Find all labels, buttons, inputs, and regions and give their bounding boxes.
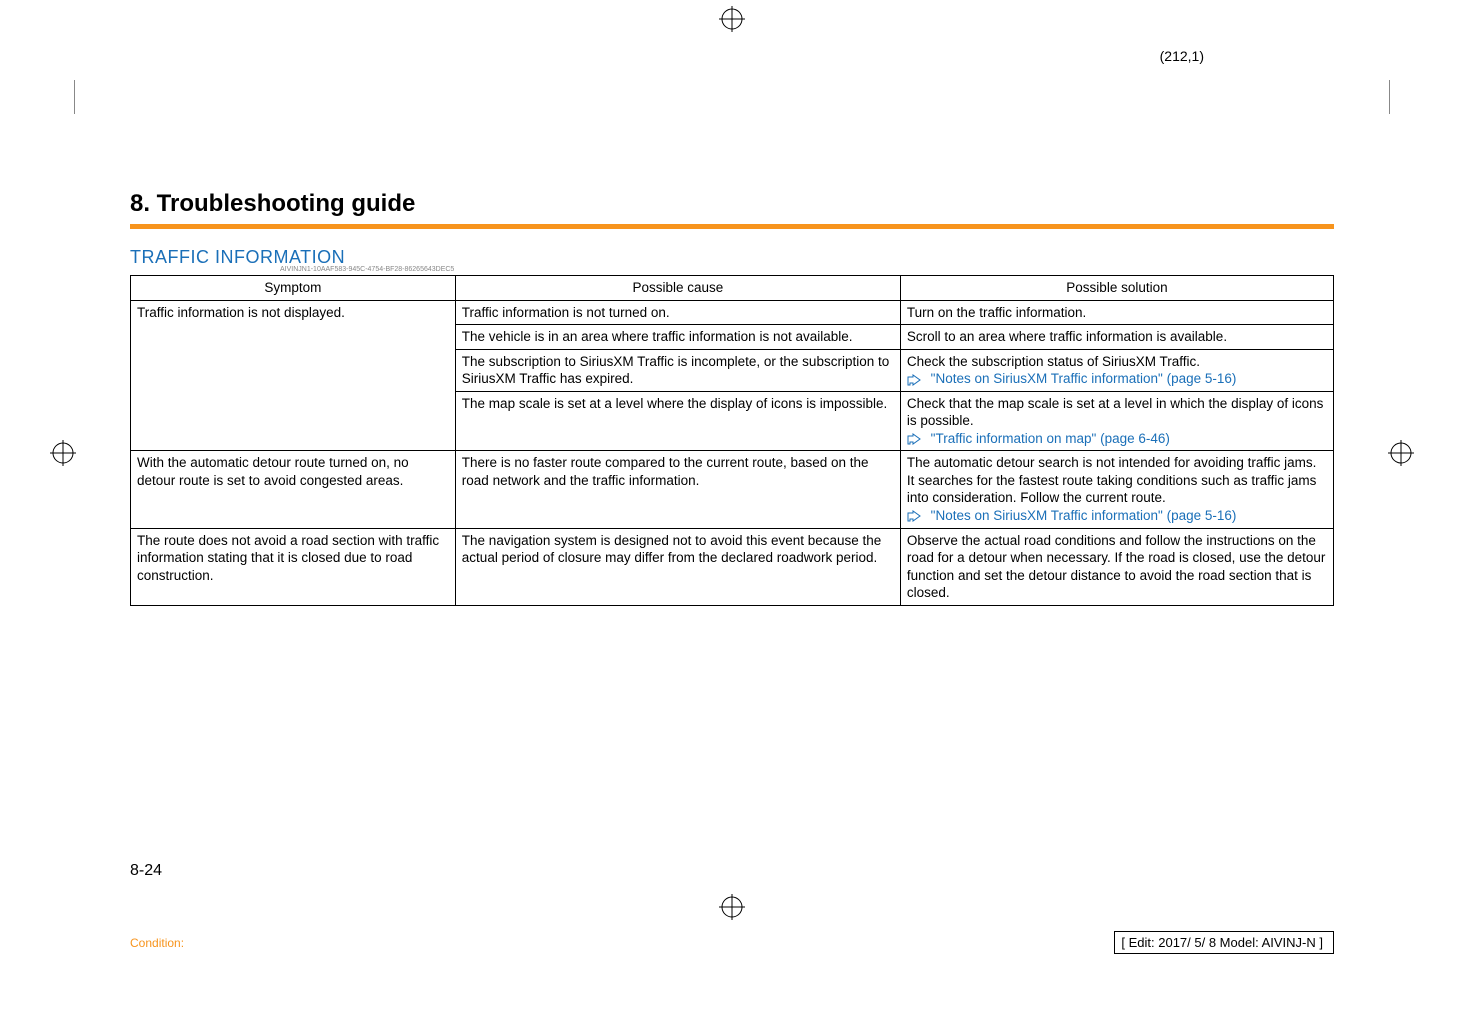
- crop-mark-bottom: [719, 894, 745, 920]
- table-header-row: Symptom Possible cause Possible solution: [131, 276, 1334, 301]
- cell-symptom: With the automatic detour route turned o…: [131, 451, 456, 528]
- cell-solution: Scroll to an area where traffic informat…: [900, 325, 1333, 350]
- page-coordinate: (212,1): [1160, 48, 1204, 64]
- condition-label: Condition:: [130, 936, 184, 950]
- reference-link: "Notes on SiriusXM Traffic information" …: [907, 371, 1236, 386]
- col-solution: Possible solution: [900, 276, 1333, 301]
- page-number: 8-24: [130, 862, 162, 880]
- page-content: 8. Troubleshooting guide TRAFFIC INFORMA…: [130, 190, 1334, 606]
- cell-solution: Check that the map scale is set at a lev…: [900, 391, 1333, 451]
- cell-solution: Turn on the traffic information.: [900, 300, 1333, 325]
- cell-symptom: Traffic information is not displayed.: [131, 300, 456, 451]
- reference-link: "Traffic information on map" (page 6-46): [907, 431, 1170, 446]
- link-text: "Notes on SiriusXM Traffic information" …: [931, 508, 1237, 523]
- cell-solution: Observe the actual road conditions and f…: [900, 528, 1333, 605]
- pointer-icon: [907, 510, 925, 522]
- cell-solution: Check the subscription status of SiriusX…: [900, 349, 1333, 391]
- link-text: "Traffic information on map" (page 6-46): [931, 431, 1170, 446]
- link-text: "Notes on SiriusXM Traffic information" …: [931, 371, 1237, 386]
- edge-mark-right: [1389, 80, 1390, 114]
- cell-cause: The navigation system is designed not to…: [455, 528, 900, 605]
- reference-link: "Notes on SiriusXM Traffic information" …: [907, 508, 1236, 523]
- crop-mark-top: [719, 6, 745, 32]
- guid-text: AIVINJN1-10AAF583-945C-4754-BF28-8626564…: [280, 266, 1334, 273]
- table-row: Traffic information is not displayed. Tr…: [131, 300, 1334, 325]
- solution-text: The automatic detour search is not inten…: [907, 455, 1316, 505]
- crop-mark-right: [1388, 440, 1414, 466]
- cell-cause: The map scale is set at a level where th…: [455, 391, 900, 451]
- edit-info-box: [ Edit: 2017/ 5/ 8 Model: AIVINJ-N ]: [1114, 931, 1334, 954]
- crop-mark-left: [50, 440, 76, 466]
- table-row: The route does not avoid a road section …: [131, 528, 1334, 605]
- cell-symptom: The route does not avoid a road section …: [131, 528, 456, 605]
- table-row: With the automatic detour route turned o…: [131, 451, 1334, 528]
- solution-text: Check that the map scale is set at a lev…: [907, 396, 1323, 429]
- cell-cause: Traffic information is not turned on.: [455, 300, 900, 325]
- section-title: TRAFFIC INFORMATION: [130, 247, 1334, 268]
- chapter-title: 8. Troubleshooting guide: [130, 190, 1334, 218]
- cell-solution: The automatic detour search is not inten…: [900, 451, 1333, 528]
- cell-cause: The subscription to SiriusXM Traffic is …: [455, 349, 900, 391]
- cell-cause: The vehicle is in an area where traffic …: [455, 325, 900, 350]
- pointer-icon: [907, 433, 925, 445]
- solution-text: Check the subscription status of SiriusX…: [907, 354, 1200, 369]
- col-cause: Possible cause: [455, 276, 900, 301]
- cell-cause: There is no faster route compared to the…: [455, 451, 900, 528]
- title-underline: [130, 224, 1334, 229]
- edge-mark-left: [74, 80, 75, 114]
- pointer-icon: [907, 374, 925, 386]
- troubleshooting-table: Symptom Possible cause Possible solution…: [130, 275, 1334, 606]
- col-symptom: Symptom: [131, 276, 456, 301]
